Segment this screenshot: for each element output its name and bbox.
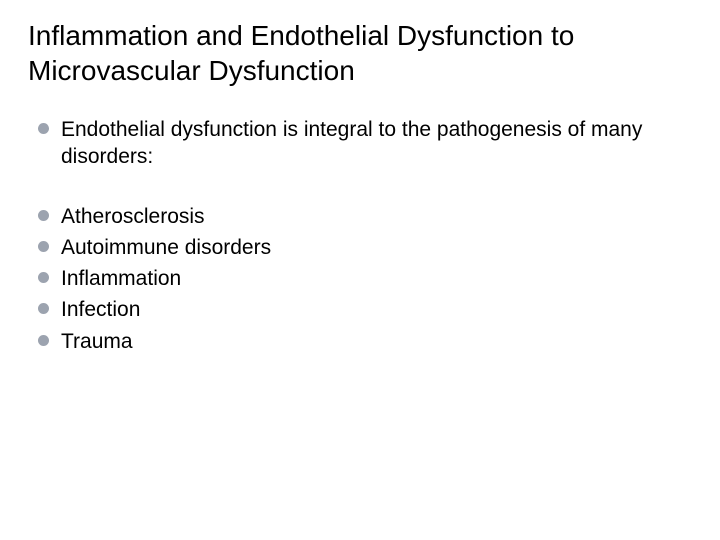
bullet-text: Infection [61,296,140,323]
list-item: Endothelial dysfunction is integral to t… [38,116,692,171]
list-item: Atherosclerosis [38,203,692,230]
bullet-icon [38,241,49,252]
bullet-text: Atherosclerosis [61,203,205,230]
bullet-text: Trauma [61,328,133,355]
list-item: Infection [38,296,692,323]
list-item: Autoimmune disorders [38,234,692,261]
bullet-icon [38,303,49,314]
slide: Inflammation and Endothelial Dysfunction… [0,0,720,540]
list-item: Inflammation [38,265,692,292]
bullet-icon [38,123,49,134]
spacer [28,175,692,203]
list-item: Trauma [38,328,692,355]
bullet-list: Endothelial dysfunction is integral to t… [28,116,692,171]
bullet-icon [38,272,49,283]
bullet-text: Endothelial dysfunction is integral to t… [61,116,692,171]
bullet-text: Inflammation [61,265,181,292]
slide-title: Inflammation and Endothelial Dysfunction… [28,18,692,88]
bullet-list: Atherosclerosis Autoimmune disorders Inf… [28,203,692,355]
bullet-icon [38,210,49,221]
bullet-icon [38,335,49,346]
bullet-text: Autoimmune disorders [61,234,271,261]
